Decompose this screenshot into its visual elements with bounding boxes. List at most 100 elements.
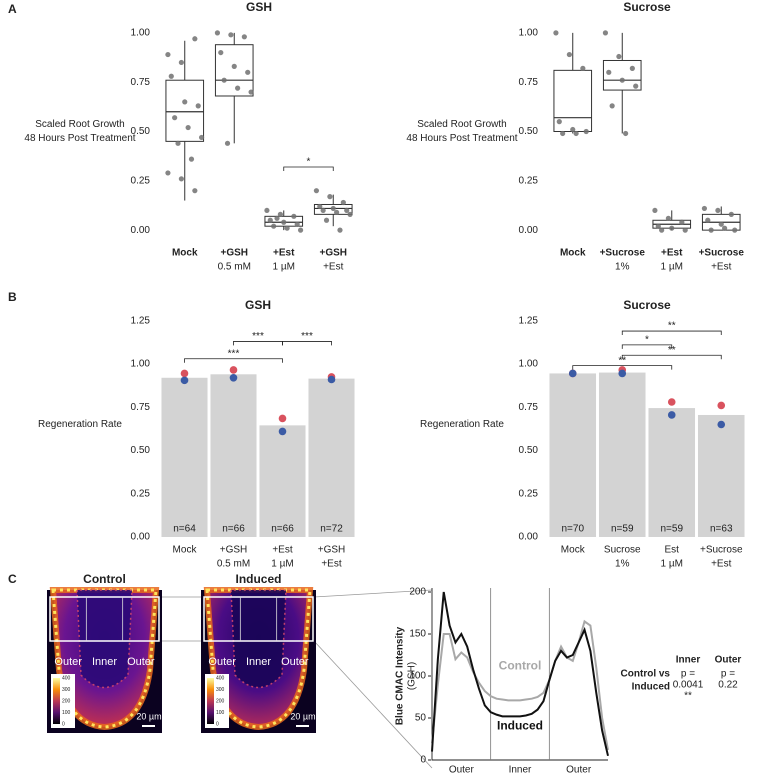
series-label: Control [499, 659, 542, 673]
x-tick-label: Mock [561, 545, 586, 556]
significance-bracket [184, 358, 283, 363]
data-point [659, 227, 665, 233]
data-point [327, 194, 333, 200]
data-point [172, 115, 178, 121]
x-tick-label: +Est [323, 262, 344, 273]
x-tick-label: +Est [711, 559, 732, 570]
n-label: n=64 [173, 524, 196, 535]
marker [229, 366, 238, 374]
data-point [616, 53, 622, 60]
table-row-label: Induced [632, 682, 670, 693]
data-point [245, 69, 251, 75]
bar [598, 372, 646, 537]
data-point [323, 217, 330, 223]
y-tick-label: 0.75 [519, 77, 539, 88]
table-header: Inner [676, 655, 701, 666]
data-point [669, 225, 675, 231]
colorbar-tick-label: 0 [62, 721, 65, 727]
data-point [165, 51, 171, 58]
data-point [560, 130, 566, 137]
significance-bracket [621, 354, 722, 360]
data-point [248, 89, 254, 95]
box [165, 79, 205, 142]
data-point [580, 65, 586, 71]
significance-label: * [307, 157, 311, 168]
significance-label: *** [301, 331, 313, 342]
marker [180, 376, 189, 385]
colorbar-tick-label: 300 [62, 687, 71, 693]
bar [308, 378, 355, 537]
bar [259, 425, 306, 537]
data-point [267, 217, 273, 223]
data-point [623, 130, 629, 137]
bar [549, 373, 597, 537]
marker [717, 420, 726, 429]
panel-label: C [8, 572, 17, 586]
y-tick-label: 1.25 [131, 315, 151, 326]
x-tick-label: 1 µM [661, 262, 683, 273]
y-tick-label: 0.75 [519, 402, 539, 413]
bar [697, 414, 745, 537]
table-cell: 0.22 [718, 680, 738, 691]
x-tick-label: +GSH [220, 248, 248, 259]
data-point [165, 170, 171, 176]
root-core [76, 589, 133, 689]
region-label: Inner [92, 656, 117, 668]
marker [618, 369, 627, 378]
marker [717, 401, 726, 410]
x-tick-label: +GSH [319, 248, 347, 259]
data-point [606, 69, 612, 75]
data-point [313, 188, 320, 194]
table-cell: 0.0041 [673, 680, 704, 691]
data-point [732, 227, 738, 233]
x-tick-label: 1 µM [273, 262, 295, 273]
y-axis-label: (GSH) [407, 662, 418, 690]
significance-bracket [282, 341, 332, 346]
colorbar-tick-label: 400 [62, 675, 71, 681]
significance-bracket [621, 344, 673, 349]
x-tick-label: +Est [661, 248, 683, 259]
data-point [214, 30, 221, 36]
y-tick-label: 0.25 [131, 488, 151, 499]
connectors [159, 589, 433, 769]
region-label: Outer [208, 656, 236, 668]
region-label: Outer [127, 656, 155, 668]
x-tick-label: Mock [560, 248, 586, 259]
image-title: Control [83, 572, 126, 586]
x-tick-label: 1 µM [661, 559, 683, 570]
region-label: Outer [54, 656, 82, 668]
significance-label: ** [668, 321, 676, 332]
data-point [629, 65, 635, 71]
data-point [271, 223, 277, 229]
significance-label: * [645, 335, 649, 346]
panel-label: B [8, 290, 17, 304]
x-tick-label: 1% [615, 559, 630, 570]
data-point [609, 103, 615, 109]
table-row-label: Control vs [621, 669, 671, 680]
data-point [334, 209, 340, 215]
data-point [264, 207, 270, 214]
data-point [168, 73, 174, 79]
data-point [218, 49, 224, 56]
data-point [330, 205, 336, 212]
y-tick-label: 50 [415, 713, 427, 724]
n-label: n=70 [561, 524, 584, 535]
micrograph [201, 587, 316, 733]
data-point [652, 207, 658, 214]
image-title: Induced [235, 572, 281, 586]
x-tick-label: 1% [615, 262, 630, 273]
colorbar-tick-label: 0 [216, 721, 219, 727]
data-point [553, 30, 559, 36]
y-tick-label: 0.50 [131, 126, 151, 137]
region-label: Inner [246, 656, 271, 668]
significance-label: ** [668, 345, 676, 356]
chart-title: GSH [245, 298, 271, 312]
data-point [340, 199, 346, 206]
y-axis-label: Scaled Root Growth [35, 119, 125, 130]
chart-title: Sucrose [623, 298, 671, 312]
data-point [241, 34, 247, 40]
marker [229, 373, 238, 382]
y-tick-label: 0.00 [519, 532, 539, 543]
table-cell: p = [721, 669, 735, 680]
x-tick-label: +Est [272, 545, 293, 556]
